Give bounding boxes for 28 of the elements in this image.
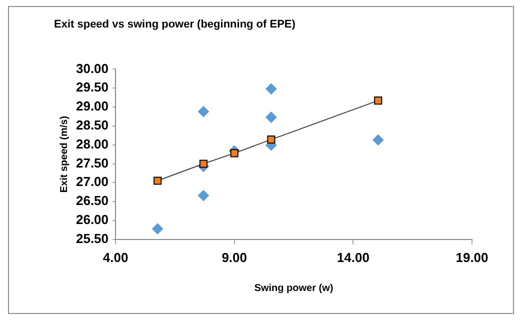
chart-title: Exit speed vs swing power (beginning of EPE) [54, 18, 296, 31]
x-tick-label: 19.00 [456, 250, 488, 265]
point [154, 176, 162, 185]
point [372, 134, 384, 146]
x-tick-label: 4.00 [102, 250, 128, 265]
x-axis-title: Swing power (w) [254, 282, 334, 294]
y-tick-label: 30.00 [76, 60, 109, 76]
x-tick-label: 9.00 [222, 250, 248, 265]
point [266, 83, 277, 94]
x-tick-label: 14.00 [336, 250, 370, 265]
point [266, 112, 277, 123]
y-axis-title: Exit speed (m/s) [58, 116, 70, 193]
y-tick-label: 25.50 [76, 230, 109, 246]
point [374, 96, 382, 105]
y-tick-label: 28.50 [76, 118, 109, 133]
y-tick-label: 28.00 [76, 136, 109, 152]
point [199, 160, 208, 168]
y-tick-label: 27.00 [76, 174, 109, 190]
y-tick-label: 29.50 [76, 80, 109, 95]
y-tick-label: 29.00 [76, 98, 109, 114]
point [230, 149, 238, 158]
y-tick-label: 26.50 [76, 193, 109, 208]
point [198, 190, 209, 202]
point [198, 106, 209, 118]
point [267, 136, 276, 144]
point [152, 223, 164, 234]
y-tick-label: 26.00 [76, 212, 109, 228]
y-tick-label: 27.50 [76, 155, 109, 170]
